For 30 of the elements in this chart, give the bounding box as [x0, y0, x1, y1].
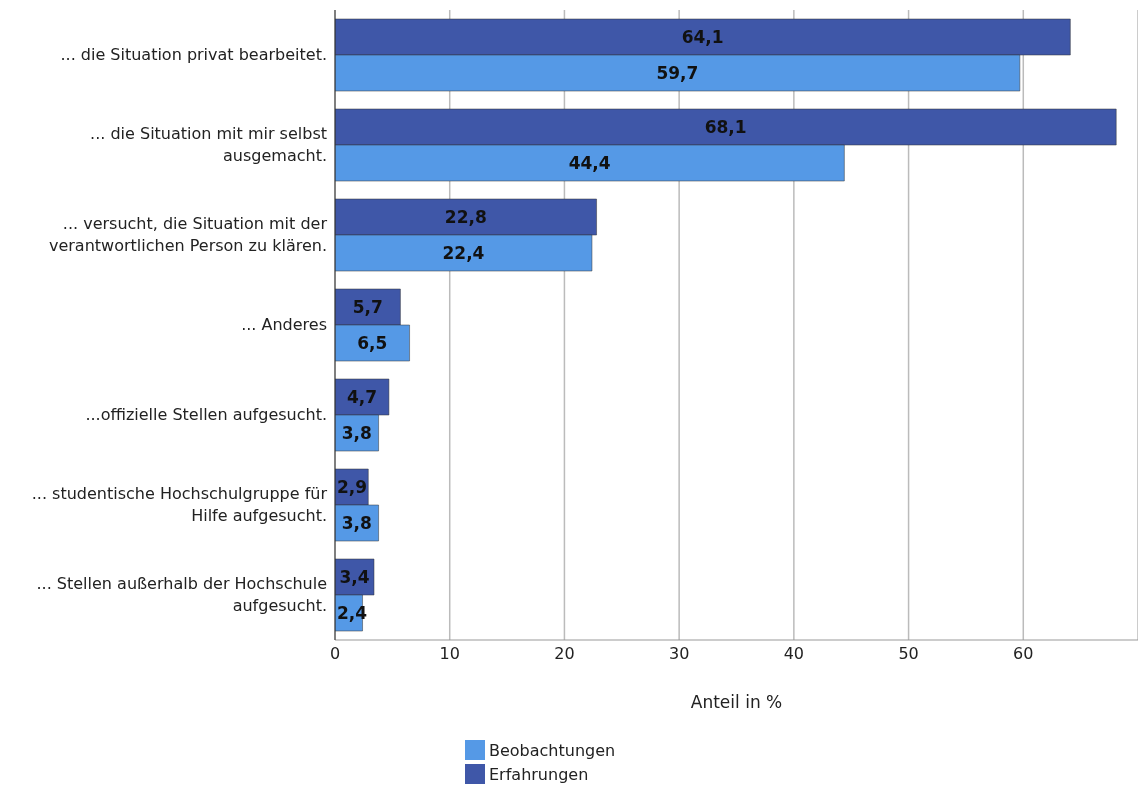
data-label: 22,4 — [442, 243, 485, 263]
y-tick-label: ... Stellen außerhalb der Hochschule aufgesucht. — [36, 573, 327, 615]
data-label: 64,1 — [681, 27, 724, 47]
data-label: 3,8 — [341, 423, 372, 443]
legend-label: Beobachtungen — [489, 740, 616, 760]
data-label: 3,8 — [341, 513, 372, 533]
x-tick-label: 30 — [668, 644, 690, 664]
x-tick-label: 20 — [554, 644, 575, 664]
legend-label: Erfahrungen — [489, 764, 589, 784]
y-tick-label: ... die Situation mit mir selbst ausgemacht. — [90, 123, 327, 165]
y-tick-label: ... Anderes — [241, 314, 327, 334]
x-tick-label: 50 — [898, 644, 919, 664]
data-label: 68,1 — [704, 117, 747, 137]
x-tick-label: 10 — [439, 644, 460, 664]
data-label: 44,4 — [568, 153, 611, 173]
data-label: 4,7 — [346, 387, 378, 407]
y-tick-label: ...offizielle Stellen aufgesucht. — [85, 404, 327, 424]
data-label: 2,9 — [336, 477, 368, 497]
data-label: 3,4 — [339, 567, 370, 587]
y-tick-label: ... studentische Hochschulgruppe für Hilfe aufgesucht. — [31, 483, 328, 525]
y-tick-label: ... die Situation privat bearbeitet. — [60, 44, 327, 64]
x-tick-label: 60 — [1013, 644, 1034, 664]
data-label: 6,5 — [357, 333, 388, 353]
x-tick-label: 40 — [783, 644, 805, 664]
data-label: 5,7 — [352, 297, 383, 317]
data-label: 59,7 — [656, 63, 699, 83]
data-label: 22,8 — [444, 207, 487, 227]
y-tick-label: ... versucht, die Situation mit der verantwortlichen Person zu klären. — [48, 213, 328, 255]
x-tick-label: 0 — [329, 644, 341, 664]
x-axis-title: Anteil in % — [689, 692, 784, 712]
